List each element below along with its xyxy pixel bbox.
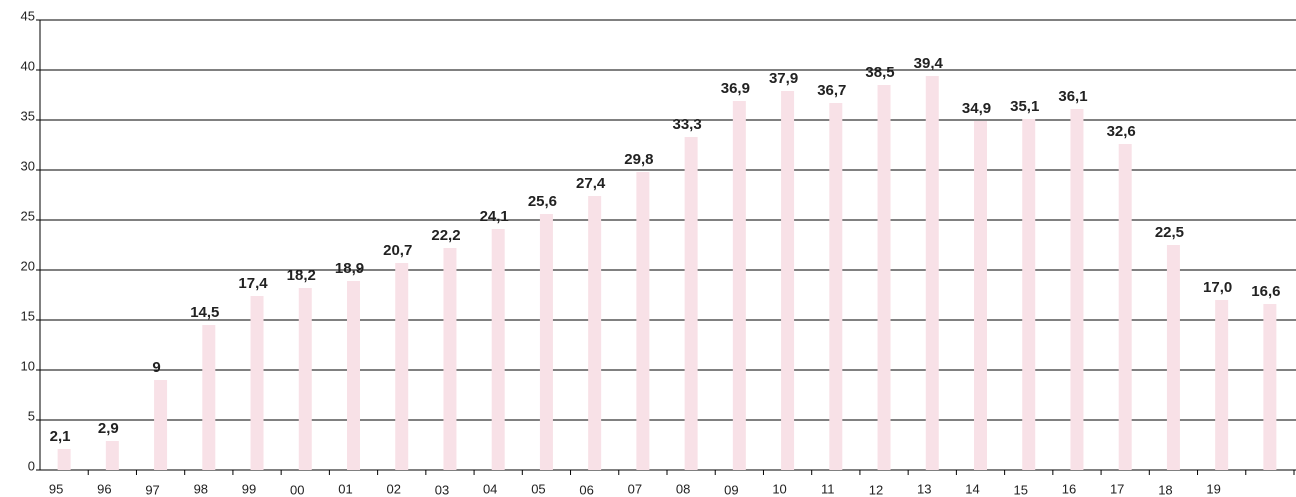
x-tick-label: 97 <box>145 482 159 497</box>
x-tick-label: 09 <box>724 482 738 497</box>
value-label: 22,2 <box>431 227 460 244</box>
bar <box>781 91 795 470</box>
bar <box>732 101 746 470</box>
x-tick-label: 05 <box>531 481 545 496</box>
value-label: 22,5 <box>1155 224 1184 241</box>
bar <box>636 172 650 470</box>
bar <box>154 380 168 470</box>
bar <box>1166 245 1180 470</box>
bar <box>105 441 119 470</box>
x-tick-label: 04 <box>483 481 497 496</box>
x-tick-label: 18 <box>1158 482 1172 497</box>
bar <box>1215 300 1229 470</box>
y-tick-label: 10 <box>21 358 35 373</box>
x-tick-label: 17 <box>1110 481 1124 496</box>
value-label: 33,3 <box>673 116 702 133</box>
value-label: 39,4 <box>914 55 944 72</box>
x-tick-label: 99 <box>242 481 256 496</box>
y-tick-label: 30 <box>21 158 35 173</box>
value-label: 14,5 <box>190 304 219 321</box>
bar <box>491 229 505 470</box>
bar <box>443 248 457 470</box>
value-label: 36,7 <box>817 82 846 99</box>
value-label: 18,2 <box>287 267 316 284</box>
bar <box>250 296 264 470</box>
x-tick-label: 95 <box>49 481 63 496</box>
value-label: 2,1 <box>50 428 71 445</box>
x-tick-label: 11 <box>821 481 835 496</box>
y-tick-label: 5 <box>28 408 35 423</box>
value-label: 36,1 <box>1058 88 1087 105</box>
value-label: 17,0 <box>1203 279 1232 296</box>
x-tick-label: 07 <box>628 481 642 496</box>
bar <box>1118 144 1132 470</box>
x-tick-label: 01 <box>338 481 352 496</box>
value-label: 36,9 <box>721 80 750 97</box>
value-label: 32,6 <box>1107 123 1136 140</box>
value-label: 35,1 <box>1010 98 1039 115</box>
x-tick-label: 15 <box>1013 482 1027 497</box>
y-tick-label: 45 <box>21 8 35 23</box>
value-label: 25,6 <box>528 193 557 210</box>
bar <box>877 85 891 470</box>
x-tick-label: 02 <box>386 481 400 496</box>
x-tick-label: 96 <box>97 481 111 496</box>
x-tick-label: 16 <box>1062 481 1076 496</box>
x-tick-label: 06 <box>579 482 593 497</box>
bar <box>1022 119 1036 470</box>
y-tick-label: 40 <box>21 58 35 73</box>
value-label: 24,1 <box>480 208 509 225</box>
bar <box>298 288 312 470</box>
x-tick-label: 14 <box>965 481 979 496</box>
bar <box>347 281 360 470</box>
value-label: 38,5 <box>865 64 894 81</box>
bar <box>588 196 602 470</box>
value-label: 2,9 <box>98 420 119 437</box>
value-label: 18,9 <box>335 260 364 277</box>
x-tick-label: 08 <box>676 481 690 496</box>
y-tick-label: 0 <box>28 458 35 473</box>
x-tick-label: 13 <box>917 481 931 496</box>
value-label: 9 <box>152 359 160 376</box>
bar <box>684 137 698 470</box>
bar <box>925 76 939 470</box>
x-tick-label: 03 <box>435 482 449 497</box>
y-tick-label: 20 <box>21 258 35 273</box>
y-tick-label: 25 <box>21 208 35 223</box>
bar <box>539 214 553 470</box>
value-label: 29,8 <box>624 151 653 168</box>
bar <box>57 449 71 470</box>
bar <box>1263 304 1277 470</box>
y-tick-label: 35 <box>21 108 35 123</box>
x-tick-label: 19 <box>1206 481 1220 496</box>
x-tick-label: 98 <box>194 481 208 496</box>
x-tick-label: 00 <box>290 482 304 497</box>
value-label: 27,4 <box>576 175 606 192</box>
bar <box>974 121 987 470</box>
bar <box>1070 109 1084 470</box>
value-label: 16,6 <box>1251 283 1280 300</box>
x-tick-label: 12 <box>869 482 883 497</box>
value-label: 34,9 <box>962 100 991 117</box>
bar <box>202 325 216 470</box>
y-tick-label: 15 <box>21 308 35 323</box>
x-tick-label: 10 <box>772 481 786 496</box>
bar <box>395 263 409 470</box>
value-label: 37,9 <box>769 70 798 87</box>
bar <box>829 103 843 470</box>
value-label: 17,4 <box>238 275 268 292</box>
value-label: 20,7 <box>383 242 412 259</box>
